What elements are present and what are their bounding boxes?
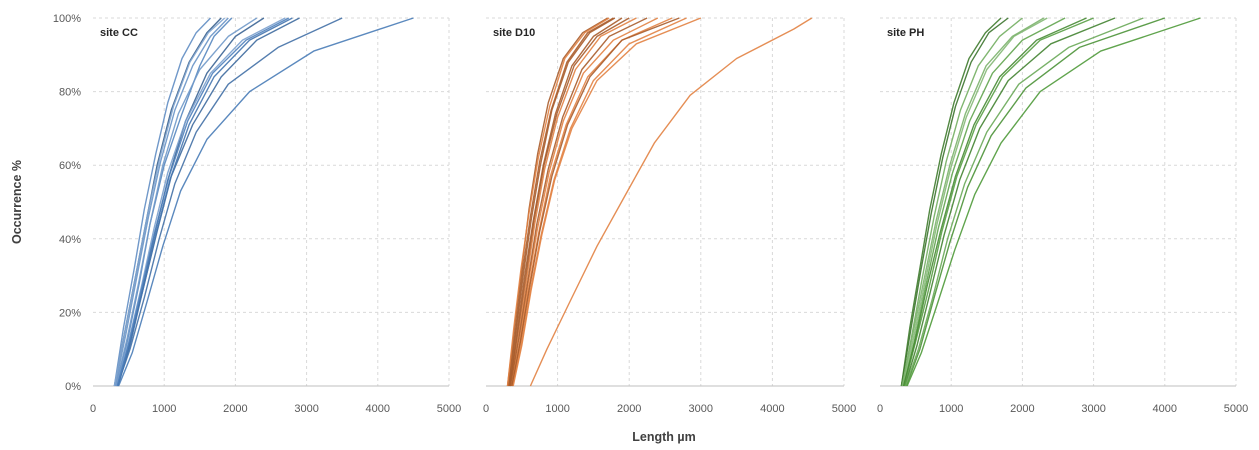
y-tick-label: 20%	[59, 307, 81, 319]
x-tick-label: 4000	[1153, 403, 1177, 415]
x-tick-label: 5000	[832, 403, 856, 415]
x-tick-label: 3000	[1081, 403, 1105, 415]
series-line	[902, 17, 1087, 387]
series-line	[903, 17, 1094, 387]
series-line	[510, 17, 659, 387]
series-line	[113, 17, 226, 387]
x-tick-label: 5000	[437, 403, 461, 415]
x-tick-label: 1000	[545, 403, 569, 415]
x-tick-label: 5000	[1224, 403, 1248, 415]
series-line	[509, 17, 637, 387]
x-tick-label: 4000	[760, 403, 784, 415]
x-tick-label: 3000	[689, 403, 713, 415]
series-line	[116, 17, 343, 387]
x-tick-label: 4000	[366, 403, 390, 415]
series-line	[901, 17, 1023, 387]
x-tick-label: 1000	[939, 403, 963, 415]
series-line	[906, 17, 1201, 387]
series-line	[904, 17, 1116, 387]
series-line	[511, 17, 680, 387]
y-axis-title: Occurrence %	[10, 160, 24, 244]
x-axis-title: Length µm	[632, 430, 695, 444]
series-line	[117, 17, 414, 387]
series-line	[902, 17, 1066, 387]
panel-title: site D10	[493, 27, 535, 39]
x-tick-label: 1000	[152, 403, 176, 415]
x-tick-label: 0	[483, 403, 489, 415]
panel-title: site PH	[887, 27, 924, 39]
series-line	[117, 17, 293, 387]
series-line	[905, 17, 1166, 387]
x-tick-label: 0	[877, 403, 883, 415]
series-line	[117, 17, 265, 387]
series-line	[901, 17, 1045, 387]
y-tick-label: 40%	[59, 234, 81, 246]
series-line	[115, 17, 286, 387]
panel-title: site CC	[100, 27, 138, 39]
x-tick-label: 3000	[294, 403, 318, 415]
y-tick-label: 0%	[65, 381, 81, 393]
series-line	[904, 17, 1144, 387]
series-line	[115, 17, 233, 387]
x-tick-label: 2000	[1010, 403, 1034, 415]
series-line	[113, 17, 222, 387]
series-line	[116, 17, 290, 387]
series-line	[115, 17, 258, 387]
series-line	[511, 17, 687, 387]
series-line	[529, 17, 813, 387]
y-tick-label: 80%	[59, 87, 81, 99]
series-line	[900, 17, 1002, 387]
series-line	[507, 17, 614, 387]
x-tick-label: 2000	[223, 403, 247, 415]
series-line	[506, 17, 610, 387]
series-line	[113, 17, 212, 387]
series-line	[902, 17, 1048, 387]
x-tick-label: 0	[90, 403, 96, 415]
series-line	[508, 17, 623, 387]
series-line	[115, 17, 300, 387]
y-tick-label: 60%	[59, 160, 81, 172]
series-line	[900, 17, 1009, 387]
series-line	[509, 17, 648, 387]
series-line	[511, 17, 673, 387]
y-tick-label: 100%	[53, 13, 81, 25]
series-line	[114, 17, 229, 387]
x-tick-label: 2000	[617, 403, 641, 415]
series-line	[508, 17, 616, 387]
